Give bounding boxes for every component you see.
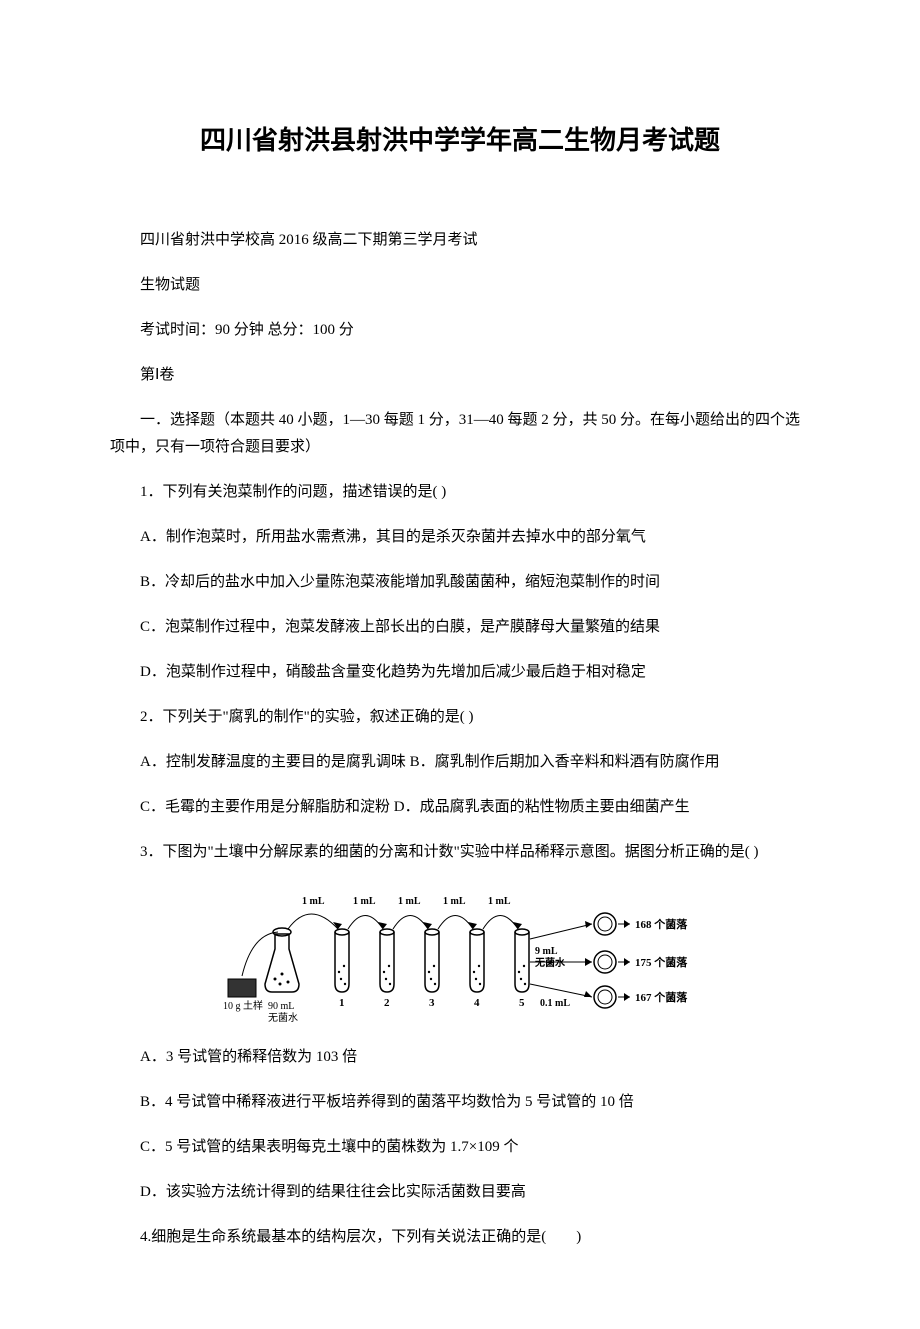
line-to-plate-3 — [530, 984, 592, 997]
arc-4-label: 1 mL — [443, 896, 466, 907]
question-1-option-b: B．冷却后的盐水中加入少量陈泡菜液能增加乳酸菌菌种，缩短泡菜制作的时间 — [110, 569, 810, 596]
tube-4 — [470, 932, 484, 992]
arc-0 — [242, 932, 278, 976]
line-to-plate-1 — [530, 924, 592, 939]
tube-2 — [380, 932, 394, 992]
school-info: 四川省射洪中学校高 2016 级高二下期第三学月考试 — [110, 227, 810, 254]
page-title: 四川省射洪县射洪中学学年高二生物月考试题 — [110, 120, 810, 157]
arc-2-label: 1 mL — [353, 896, 376, 907]
flask-water-label: 无菌水 — [268, 1012, 298, 1024]
arc-2 — [348, 916, 383, 930]
plate-1 — [594, 913, 616, 935]
exam-info: 考试时间：90 分钟 总分：100 分 — [110, 317, 810, 344]
flask-icon — [265, 934, 299, 992]
question-2-option-cd: C．毛霉的主要作用是分解脂肪和淀粉 D．成品腐乳表面的粘性物质主要由细菌产生 — [110, 794, 810, 821]
tube-3-label: 3 — [429, 997, 435, 1009]
question-3-option-b: B．4 号试管中稀释液进行平板培养得到的菌落平均数恰为 5 号试管的 10 倍 — [110, 1089, 810, 1116]
question-1-option-a: A．制作泡菜时，所用盐水需煮沸，其目的是杀灭杂菌并去掉水中的部分氧气 — [110, 524, 810, 551]
question-3-option-d: D．该实验方法统计得到的结果往往会比实际活菌数目要高 — [110, 1179, 810, 1206]
tube-5 — [515, 932, 529, 992]
plate-3 — [594, 986, 616, 1008]
dilution-diagram: 10 g 土样 90 mL 无菌水 1 mL 1 1 mL — [110, 884, 810, 1029]
arc-3-label: 1 mL — [398, 896, 421, 907]
colony-count-1: 168 个菌落 — [635, 917, 688, 931]
question-3-stem: 3．下图为"土壤中分解尿素的细菌的分离和计数"实验中样品稀释示意图。据图分析正确… — [110, 839, 810, 866]
section-label: 第Ⅰ卷 — [110, 362, 810, 389]
instructions: 一．选择题（本题共 40 小题，1—30 每题 1 分，31—40 每题 2 分… — [110, 407, 810, 461]
question-1-option-c: C．泡菜制作过程中，泡菜发酵液上部长出的白膜，是产膜酵母大量繁殖的结果 — [110, 614, 810, 641]
flask-water-vol: 90 mL — [268, 1001, 294, 1012]
question-1-option-d: D．泡菜制作过程中，硝酸盐含量变化趋势为先增加后减少最后趋于相对稳定 — [110, 659, 810, 686]
subject-name: 生物试题 — [110, 272, 810, 299]
sample-icon — [228, 979, 256, 997]
question-3-option-a: A．3 号试管的稀释倍数为 103 倍 — [110, 1044, 810, 1071]
colony-count-2: 175 个菌落 — [635, 955, 688, 969]
diagram-svg: 10 g 土样 90 mL 无菌水 1 mL 1 1 mL — [220, 884, 700, 1024]
plate-2 — [594, 951, 616, 973]
tube-4-label: 4 — [474, 997, 480, 1009]
tube-2-label: 2 — [384, 997, 390, 1009]
question-3-option-c: C．5 号试管的结果表明每克土壤中的菌株数为 1.7×109 个 — [110, 1134, 810, 1161]
question-2-stem: 2．下列关于"腐乳的制作"的实验，叙述正确的是( ) — [110, 704, 810, 731]
arc-1 — [288, 914, 338, 929]
tube5-water-vol: 9 mL — [535, 946, 558, 957]
tube-1-label: 1 — [339, 997, 345, 1009]
arc-4 — [438, 916, 473, 930]
plate-volume-label: 0.1 mL — [540, 998, 570, 1009]
question-4-stem: 4.细胞是生命系统最基本的结构层次，下列有关说法正确的是( ) — [110, 1224, 810, 1251]
colony-count-3: 167 个菌落 — [635, 990, 688, 1004]
arc-5-label: 1 mL — [488, 896, 511, 907]
arc-1-label: 1 mL — [302, 896, 325, 907]
arc-5 — [483, 916, 518, 930]
question-2-option-ab: A．控制发酵温度的主要目的是腐乳调味 B．腐乳制作后期加入香辛料和料酒有防腐作用 — [110, 749, 810, 776]
tube-3 — [425, 932, 439, 992]
arc-3 — [393, 916, 428, 930]
tube-5-label: 5 — [519, 997, 525, 1009]
tube-1 — [335, 932, 349, 992]
sample-label: 10 g 土样 — [223, 999, 263, 1012]
question-1-stem: 1．下列有关泡菜制作的问题，描述错误的是( ) — [110, 479, 810, 506]
